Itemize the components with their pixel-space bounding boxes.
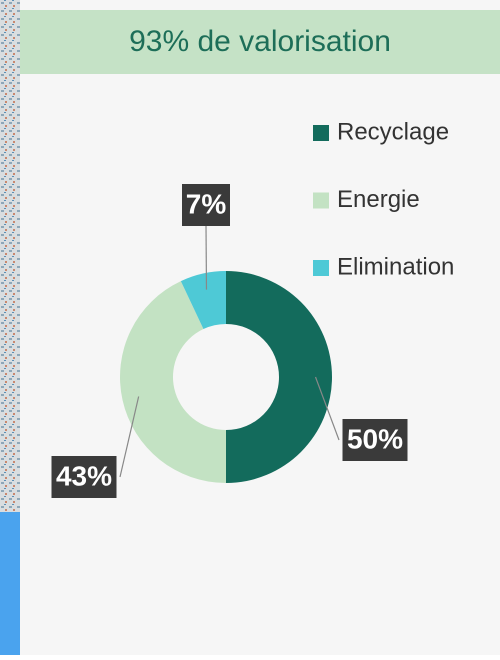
data-label: 50% (347, 423, 403, 454)
legend-label: Energie (337, 186, 420, 213)
legend-label: Elimination (337, 253, 454, 280)
legend-swatch (313, 260, 329, 276)
data-label: 43% (56, 460, 112, 491)
legend-label: Recyclage (337, 118, 449, 145)
data-label: 7% (186, 188, 227, 219)
side-image (0, 0, 20, 512)
legend-swatch (313, 125, 329, 141)
chart-title: 93% de valorisation (129, 25, 391, 58)
side-bar (0, 512, 20, 655)
legend-swatch (313, 193, 329, 209)
